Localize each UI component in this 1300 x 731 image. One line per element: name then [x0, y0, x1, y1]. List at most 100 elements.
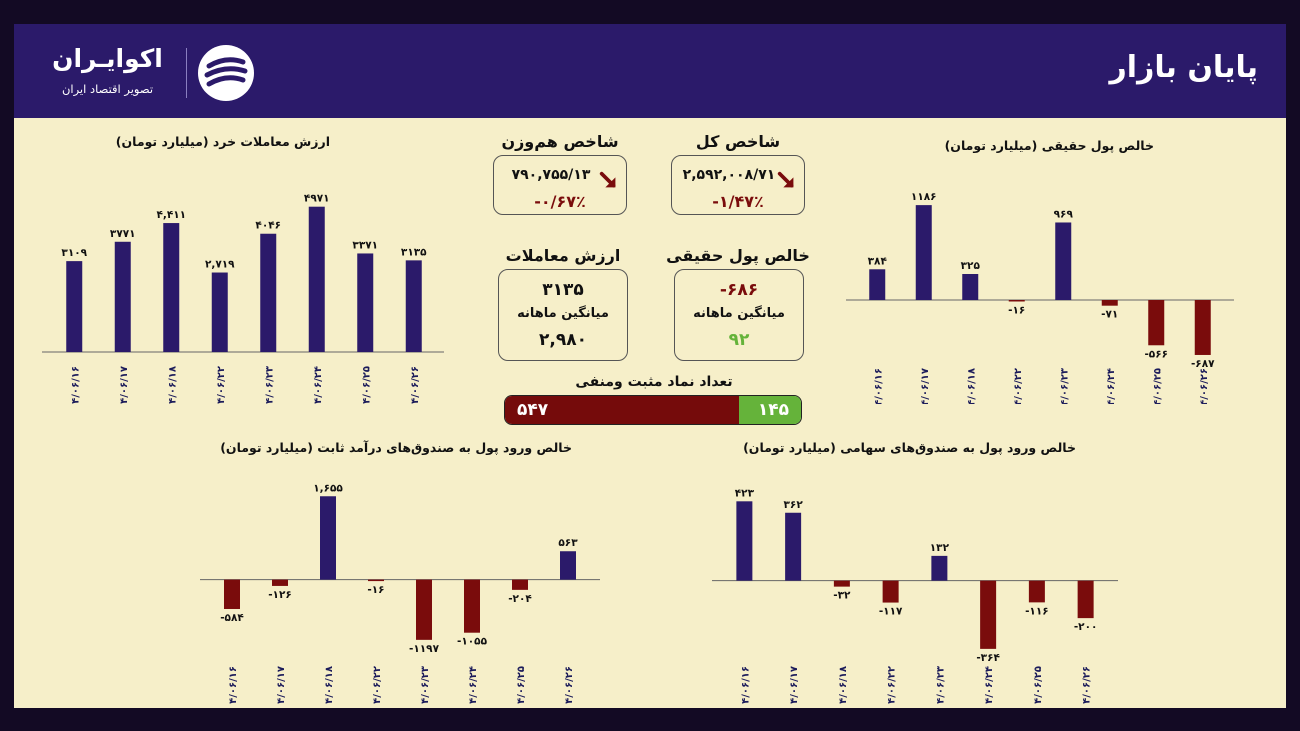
bar [66, 261, 83, 352]
bar [1194, 300, 1211, 355]
real-money-chart: ۳۸۴ ۱۴۰۴/۰۶/۱۶ ۱۱۸۶ ۱۴۰۴/۰۶/۱۷ ۳۲۵ ۱۴۰۴/۰۶/۱۸… [846, 191, 1234, 404]
x-tick-label: ۱۴۰۴/۰۶/۲۲ [216, 366, 227, 404]
trade-value-card: ۳۱۳۵ میانگین ماهانه ۲,۹۸۰ [498, 269, 628, 361]
bar [1077, 580, 1094, 619]
total-index-change: -۱/۴۷٪ [712, 192, 764, 211]
x-tick-label: ۱۴۰۴/۰۶/۲۶ [1082, 666, 1093, 704]
x-tick-label: ۱۴۰۴/۰۶/۱۷ [789, 666, 800, 704]
total-index-label: شاخص کل [695, 132, 781, 151]
bar [368, 579, 384, 582]
bar [1008, 300, 1025, 302]
data-label: ۳۳۷۱ [352, 239, 378, 251]
data-label: ۱۱۸۶ [911, 191, 937, 203]
data-label: -۱۰۵۵ [457, 636, 488, 648]
data-label: -۱۶ [367, 584, 384, 596]
bar [1055, 222, 1072, 300]
data-label: -۱۲۶ [268, 589, 292, 601]
x-tick-label: ۱۴۰۴/۰۶/۱۷ [920, 368, 931, 404]
x-tick-label: ۱۴۰۴/۰۶/۱۸ [167, 366, 178, 404]
positive-symbols-fill [738, 396, 801, 424]
negative-symbols-fill [505, 396, 739, 424]
symbols-bar-label: تعداد نماد مثبت ومنفی [575, 374, 733, 390]
x-tick-label: ۱۴۰۴/۰۶/۲۲ [372, 666, 383, 704]
x-tick-label: ۱۴۰۴/۰۶/۱۷ [119, 366, 130, 404]
real-money-avg-label: میانگین ماهانه [693, 306, 785, 321]
brand-name: اکوایـران [52, 44, 163, 73]
x-tick-label: ۱۴۰۴/۰۶/۲۳ [935, 666, 946, 704]
data-label: -۱۱۷ [879, 606, 903, 618]
positive-symbols-count: ۱۴۵ [757, 400, 789, 420]
x-tick-label: ۱۴۰۴/۰۶/۲۴ [468, 666, 479, 704]
equal-weight-index-card: ۷۹۰,۷۵۵/۱۳ -۰/۶۷٪ [493, 155, 627, 215]
data-label: ۴۹۷۱ [304, 193, 330, 205]
symbols-bar: ۵۴۷ ۱۴۵ [504, 395, 802, 425]
real-money-value: -۶۸۶ [719, 280, 759, 300]
data-label: ۳۲۵ [961, 260, 981, 272]
retail-chart-title: ارزش معاملات خرد (میلیارد تومان) [115, 134, 330, 149]
infographic-frame: پایان بازار اکوایـران تصویر اقتصاد ایران… [14, 24, 1286, 708]
data-label: ۳۶۲ [784, 499, 804, 511]
x-tick-label: ۱۴۰۴/۰۶/۲۴ [1106, 368, 1117, 404]
x-tick-label: ۱۴۰۴/۰۶/۱۶ [873, 368, 884, 404]
trade-value-value: ۳۱۳۵ [542, 280, 584, 300]
bar [405, 260, 422, 352]
data-label: ۱,۶۵۵ [313, 482, 343, 494]
brand-logo-icon [198, 45, 254, 101]
data-label: -۶۸۷ [1191, 358, 1215, 370]
bar [785, 512, 802, 581]
real-money-card: -۶۸۶ میانگین ماهانه ۹۲ [674, 269, 804, 361]
real-money-chart-title: خالص پول حقیقی (میلیارد تومان) [944, 138, 1154, 153]
data-label: ۵۶۳ [558, 537, 578, 549]
data-label: -۵۶۶ [1144, 348, 1168, 360]
x-tick-label: ۱۴۰۴/۰۶/۲۵ [1033, 666, 1044, 704]
data-label: -۷۱ [1101, 309, 1118, 321]
arrow-down-right-icon [777, 171, 794, 188]
data-label: -۵۸۴ [220, 612, 244, 624]
data-label: ۴,۴۱۱ [156, 209, 186, 221]
data-label: -۲۰۴ [508, 593, 532, 605]
equal-weight-index-value: ۷۹۰,۷۵۵/۱۳ [511, 167, 591, 183]
data-label: ۴۰۴۶ [255, 220, 281, 232]
data-label: ۳۷۷۱ [110, 228, 136, 240]
real-money-avg-value: ۹۲ [728, 330, 750, 350]
x-tick-label: ۱۴۰۴/۰۶/۱۶ [70, 366, 81, 404]
data-label: -۱۱۶ [1025, 605, 1049, 617]
x-tick-label: ۱۴۰۴/۰۶/۱۷ [276, 666, 287, 704]
bar [163, 223, 180, 352]
bar [1028, 580, 1045, 603]
x-tick-label: ۱۴۰۴/۰۶/۲۳ [420, 666, 431, 704]
x-tick-label: ۱۴۰۴/۰۶/۲۶ [410, 366, 421, 404]
data-label: ۳۱۳۵ [401, 246, 427, 258]
trade-value-avg-label: میانگین ماهانه [517, 306, 609, 321]
bar [512, 579, 528, 590]
data-label: -۱۱۹۷ [409, 643, 440, 655]
data-label: -۱۶ [1008, 305, 1025, 317]
data-label: -۳۶۴ [976, 652, 1000, 664]
bar [962, 274, 979, 300]
x-tick-label: ۱۴۰۴/۰۶/۲۵ [516, 666, 527, 704]
bar [416, 579, 432, 640]
arrow-down-right-icon [599, 171, 616, 188]
x-tick-label: ۱۴۰۴/۰۶/۱۶ [228, 666, 239, 704]
data-label: ۳۱۰۹ [61, 247, 87, 259]
bar [915, 205, 932, 300]
trade-value-avg-value: ۲,۹۸۰ [539, 330, 587, 350]
trade-value-card-label: ارزش معاملات [505, 246, 621, 265]
x-tick-label: ۱۴۰۴/۰۶/۲۲ [1013, 368, 1024, 404]
bar [320, 496, 336, 580]
x-tick-label: ۱۴۰۴/۰۶/۲۵ [361, 366, 372, 404]
bar [980, 580, 997, 649]
x-tick-label: ۱۴۰۴/۰۶/۲۴ [313, 366, 324, 404]
x-tick-label: ۱۴۰۴/۰۶/۲۳ [1059, 368, 1070, 404]
x-tick-label: ۱۴۰۴/۰۶/۲۳ [264, 366, 275, 404]
bar [260, 233, 277, 352]
x-tick-label: ۱۴۰۴/۰۶/۱۸ [838, 666, 849, 704]
data-label: ۳۸۴ [868, 255, 888, 267]
x-tick-label: ۱۴۰۴/۰۶/۲۶ [564, 666, 575, 704]
retail-chart: ۳۱۰۹ ۱۴۰۴/۰۶/۱۶ ۳۷۷۱ ۱۴۰۴/۰۶/۱۷ ۴,۴۱۱ ۱۴۰۴/۰۶… [42, 193, 444, 404]
x-tick-label: ۱۴۰۴/۰۶/۲۴ [984, 666, 995, 704]
total-index-value: ۲,۵۹۲,۰۰۸/۷۱ [682, 167, 776, 183]
equal-weight-index-change: -۰/۶۷٪ [534, 192, 586, 211]
x-tick-label: ۱۴۰۴/۰۶/۱۸ [966, 368, 977, 404]
header-bar: پایان بازار اکوایـران تصویر اقتصاد ایران [14, 24, 1286, 118]
